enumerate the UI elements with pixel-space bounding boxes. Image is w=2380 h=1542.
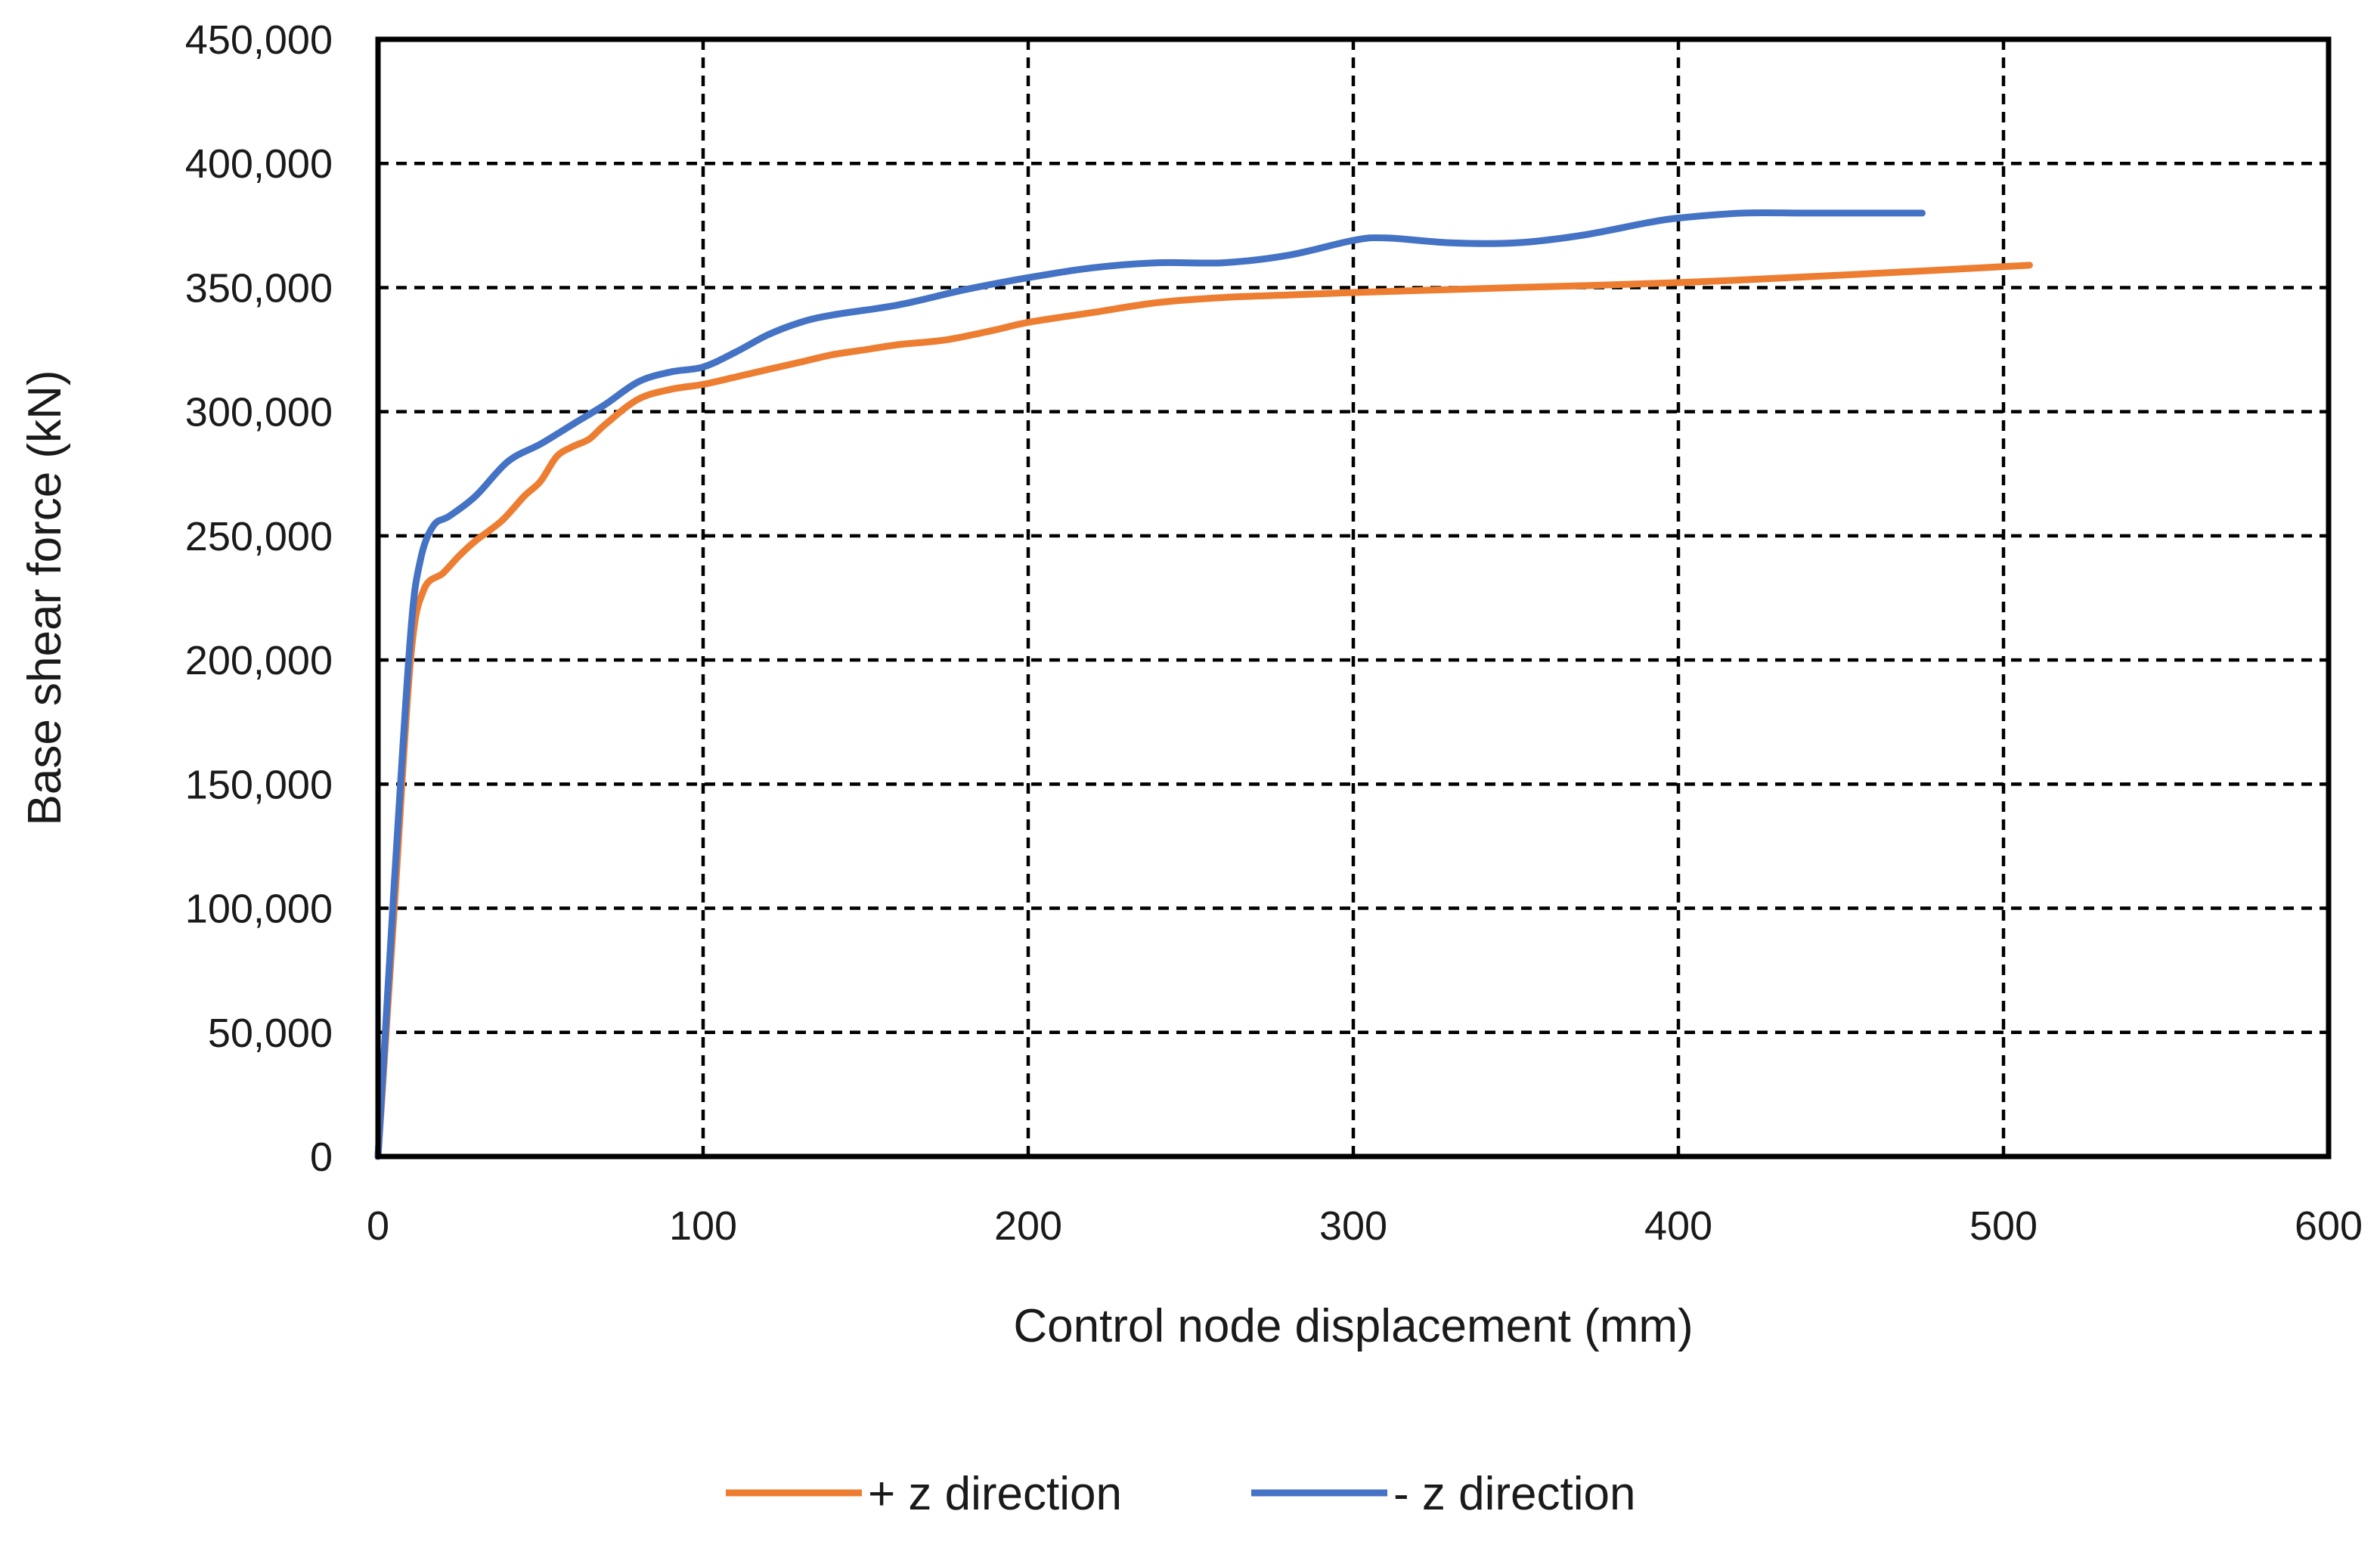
y-tick-label: 400,000 <box>185 141 333 187</box>
legend-label: - z direction <box>1393 1468 1635 1520</box>
x-axis-title: Control node displacement (mm) <box>1013 1300 1693 1352</box>
legend-label: + z direction <box>868 1468 1122 1520</box>
series-line-plus-z <box>374 262 2033 1160</box>
y-axis-title: Base shear force (kN) <box>19 370 71 826</box>
y-tick-label: 50,000 <box>208 1011 333 1056</box>
y-tick-label: 150,000 <box>185 762 333 807</box>
x-tick-label: 100 <box>669 1203 737 1249</box>
y-tick-label: 250,000 <box>185 514 333 559</box>
series-lines <box>374 209 2033 1160</box>
x-tick-label: 200 <box>994 1203 1062 1249</box>
y-tick-label: 0 <box>310 1135 333 1180</box>
x-tick-label: 400 <box>1644 1203 1712 1249</box>
plot-frame <box>375 36 2332 1160</box>
legend: + z direction - z direction <box>726 1468 1635 1520</box>
x-tick-label: 500 <box>1969 1203 2038 1249</box>
x-tick-labels: 0 100 200 300 400 500 600 <box>367 1203 2363 1249</box>
series-line-minus-z <box>374 209 1926 1160</box>
y-tick-label: 100,000 <box>185 887 333 932</box>
y-tick-label: 200,000 <box>185 638 333 683</box>
x-tick-label: 300 <box>1319 1203 1387 1249</box>
y-tick-label: 450,000 <box>185 17 333 63</box>
grid <box>378 39 2329 1156</box>
y-tick-label: 350,000 <box>185 265 333 311</box>
y-tick-label: 300,000 <box>185 390 333 435</box>
x-tick-label: 600 <box>2295 1203 2363 1249</box>
y-tick-labels: 0 50,000 100,000 150,000 200,000 250,000 300,0… <box>185 17 333 1180</box>
x-tick-label: 0 <box>367 1203 389 1249</box>
